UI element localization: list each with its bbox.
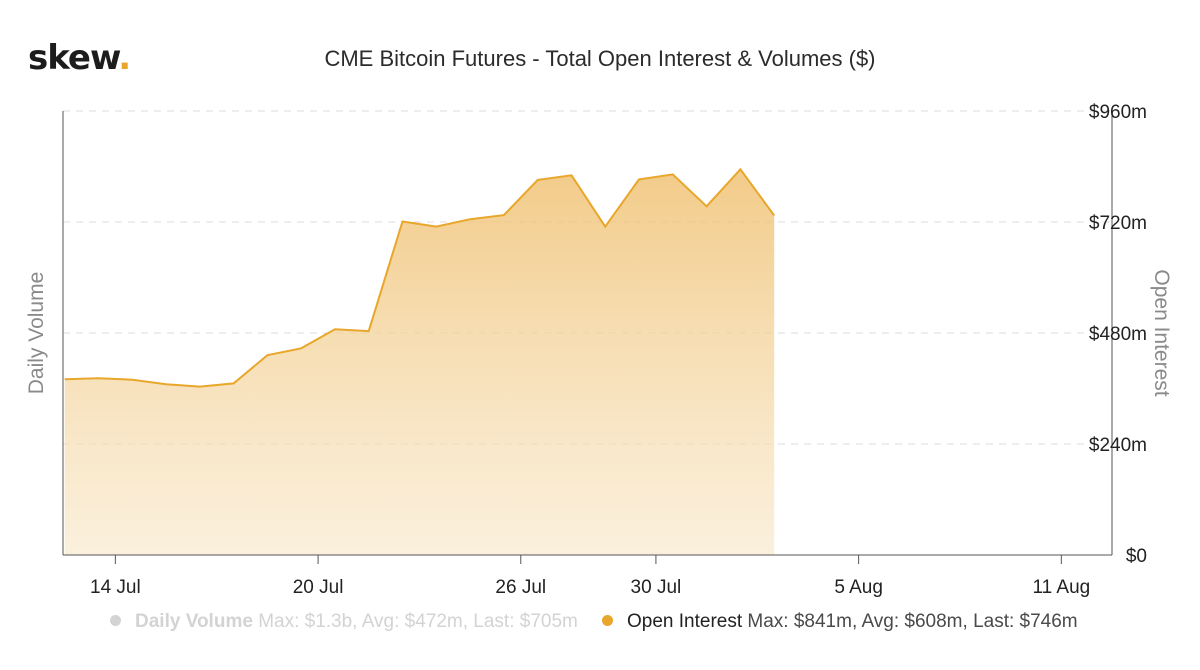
- y-right-axis-title: Open Interest: [1150, 269, 1173, 396]
- x-tick-label: 11 Aug: [1032, 577, 1090, 598]
- legend-volume-stats: Max: $1.3b, Avg: $472m, Last: $705m: [258, 611, 578, 632]
- open-interest-line: [64, 167, 776, 388]
- y-axis-ticks: $0 $240m $480m $720m $960m: [1089, 102, 1147, 567]
- x-tick-label: 30 Jul: [631, 577, 682, 598]
- y-tick-label: $720m: [1089, 213, 1147, 234]
- x-tick-label: 14 Jul: [90, 577, 141, 598]
- logo-dot: .: [118, 38, 131, 78]
- legend-volume-name: Daily Volume: [135, 611, 253, 632]
- legend-oi-name: Open Interest: [627, 611, 743, 632]
- y-tick-label: $960m: [1089, 102, 1147, 123]
- logo-text: skew: [28, 38, 119, 78]
- y-left-axis-title: Daily Volume: [25, 272, 48, 395]
- y-tick-label: $480m: [1089, 324, 1147, 345]
- x-tick-label: 5 Aug: [834, 577, 883, 598]
- x-axis-ticks: 14 Jul 20 Jul 26 Jul 30 Jul 5 Aug 11 Aug: [90, 555, 1090, 598]
- chart-legend: Daily Volume Max: $1.3b, Avg: $472m, Las…: [0, 611, 1200, 639]
- legend-item-open-interest[interactable]: Open Interest Max: $841m, Avg: $608m, La…: [602, 611, 1078, 633]
- legend-item-daily-volume[interactable]: Daily Volume Max: $1.3b, Avg: $472m, Las…: [110, 611, 578, 633]
- legend-oi-stats: Max: $841m, Avg: $608m, Last: $746m: [747, 611, 1078, 632]
- open-interest-area: [64, 169, 775, 556]
- x-tick-label: 20 Jul: [293, 577, 344, 598]
- legend-dot-oi: [602, 615, 613, 627]
- skew-logo: skew.: [28, 38, 131, 78]
- legend-dot-volume: [110, 615, 121, 627]
- y-tick-label: $240m: [1089, 435, 1147, 456]
- chart-title: CME Bitcoin Futures - Total Open Interes…: [324, 46, 876, 71]
- x-tick-label: 26 Jul: [495, 577, 546, 598]
- y-tick-label: $0: [1126, 546, 1147, 567]
